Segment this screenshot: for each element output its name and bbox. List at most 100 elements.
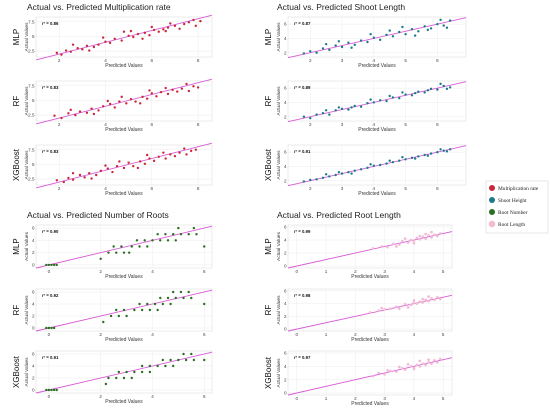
data-point — [183, 22, 186, 26]
x-tick-label: 3 — [341, 186, 344, 191]
x-tick-label: 2 — [99, 269, 102, 274]
data-point — [132, 164, 135, 168]
data-point — [412, 299, 416, 302]
x-tick-label: 0 — [296, 332, 299, 337]
data-point — [388, 29, 391, 32]
data-point — [166, 239, 170, 242]
data-point — [412, 239, 416, 242]
data-point — [180, 87, 184, 90]
data-point — [315, 178, 318, 181]
data-point — [174, 239, 177, 242]
data-point — [60, 116, 63, 120]
data-point — [418, 359, 422, 363]
y-tick-label: 6 — [32, 226, 35, 231]
x-axis-label: Predicted Values — [351, 274, 389, 280]
data-point — [183, 147, 186, 150]
x-tick-label: 4 — [104, 122, 107, 127]
data-points — [45, 290, 206, 330]
x-tick-label: 4 — [413, 269, 416, 274]
y-axis-label: Actual Values — [276, 295, 282, 325]
y-axis-label: Actual Values — [24, 231, 30, 261]
r-squared-label: r² = 0.91 — [294, 149, 311, 154]
data-point — [122, 308, 126, 312]
x-tick-label: 2 — [58, 122, 61, 127]
data-point — [45, 388, 48, 392]
data-point — [111, 170, 114, 174]
data-point — [385, 99, 388, 103]
data-point — [403, 368, 407, 372]
data-point — [353, 104, 356, 108]
y-tick-label: 0 — [32, 263, 35, 268]
data-point — [328, 113, 331, 116]
chart-group-0: Actual vs. Predicted Multiplication rate… — [12, 2, 213, 197]
y-tick-label: 2 — [284, 314, 287, 319]
x-tick-label: 4 — [104, 58, 107, 63]
data-point — [47, 263, 51, 267]
y-tick-label: 0 — [32, 326, 35, 331]
chart-group-title: Actual vs. Predicted Shoot Length — [277, 2, 405, 12]
data-point — [115, 164, 119, 168]
data-point — [302, 52, 306, 55]
x-tick-label: 5 — [404, 122, 407, 127]
data-point — [350, 106, 353, 109]
data-point — [192, 18, 195, 22]
data-point — [67, 112, 70, 115]
data-point — [92, 112, 96, 116]
y-tick-label: 4 — [284, 164, 287, 169]
chart-group-2: Actual vs. Predicted Number of Roots 0 2 4 6… — [12, 210, 213, 405]
data-point — [71, 43, 75, 46]
data-point — [436, 22, 439, 26]
data-point — [143, 239, 146, 242]
x-tick-label: 2 — [354, 269, 357, 274]
data-point — [412, 241, 416, 245]
x-tick-label: 2 — [354, 396, 357, 401]
r-squared-label: r² = 0.90 — [42, 229, 59, 234]
data-point — [369, 98, 372, 101]
data-point — [50, 263, 53, 267]
r-squared-label: r² = 0.83 — [42, 149, 59, 154]
data-point — [398, 159, 401, 162]
data-point — [409, 364, 413, 368]
data-point — [368, 311, 372, 314]
y-tick-label: 0 — [284, 391, 287, 396]
y-tick-label: 2.5 — [28, 113, 35, 118]
data-point — [385, 33, 388, 37]
data-point — [383, 372, 386, 376]
x-tick-label: 8 — [197, 58, 200, 63]
data-point — [92, 45, 96, 49]
data-point — [97, 43, 100, 46]
data-point — [436, 360, 439, 364]
data-point — [340, 45, 344, 49]
data-point — [99, 257, 102, 260]
plot-area — [287, 16, 467, 58]
data-point — [433, 233, 436, 237]
data-points — [302, 82, 452, 120]
data-point — [401, 155, 404, 159]
data-point — [340, 107, 344, 111]
data-point — [159, 239, 162, 242]
y-tick-label: 4 — [284, 301, 287, 306]
data-point — [398, 30, 401, 34]
y-tick-label: 6 — [32, 290, 35, 295]
y-axis-label: Actual Values — [24, 22, 30, 52]
data-point — [71, 172, 75, 175]
data-point — [347, 108, 350, 111]
data-point — [337, 106, 341, 109]
data-point — [421, 235, 425, 239]
data-points — [53, 82, 200, 120]
data-point — [366, 40, 369, 44]
y-axis-label: Actual Values — [24, 357, 30, 387]
data-point — [418, 237, 422, 241]
scatter-panel-rf: 2 3 4 5 6 2 4 6 r² = 0.89 Predicted Values Actual … — [264, 80, 467, 133]
legend-label: Shoot Height — [498, 198, 527, 204]
data-point — [179, 233, 183, 236]
r-squared-label: r² = 0.98 — [294, 293, 311, 298]
y-tick-label: 6 — [32, 352, 35, 357]
data-point — [203, 245, 206, 248]
data-point — [45, 263, 48, 267]
data-point — [182, 296, 185, 300]
data-point — [372, 164, 376, 167]
data-point — [52, 263, 56, 267]
data-point — [164, 233, 167, 236]
y-tick-label: 4 — [284, 238, 287, 243]
